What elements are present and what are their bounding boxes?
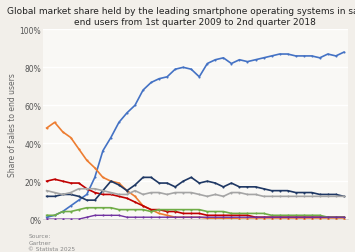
Text: Source:
Gartner
© Statista 2025: Source: Gartner © Statista 2025: [28, 233, 76, 251]
Title: Global market share held by the leading smartphone operating systems in sales to: Global market share held by the leading …: [7, 7, 355, 27]
Y-axis label: Share of sales to end users: Share of sales to end users: [8, 73, 17, 176]
